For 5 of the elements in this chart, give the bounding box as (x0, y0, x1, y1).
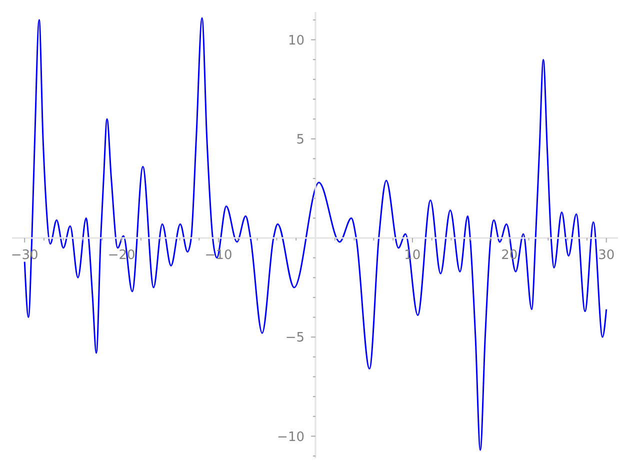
y-tick-label: 10 (288, 33, 304, 48)
y-tick-label: −5 (285, 330, 304, 346)
y-tick-label: 5 (296, 132, 304, 148)
x-tick-label: 30 (598, 248, 615, 263)
y-tick-label: −10 (277, 430, 304, 445)
